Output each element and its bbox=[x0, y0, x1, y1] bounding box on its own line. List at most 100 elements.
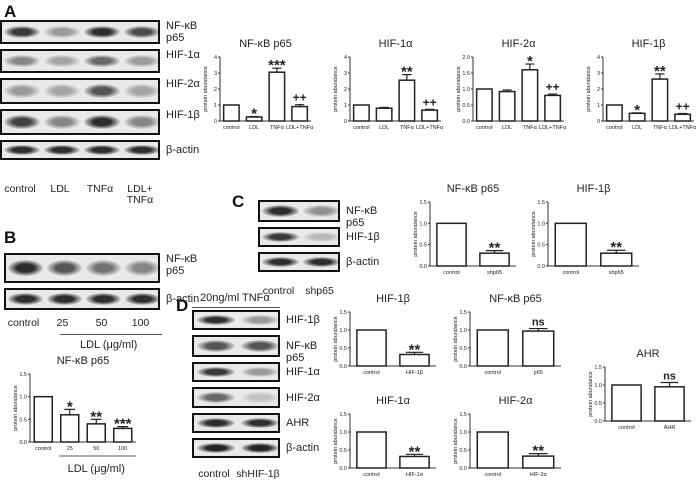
blot-row-label: NF-κB p65 bbox=[166, 253, 198, 277]
bar bbox=[291, 105, 309, 122]
y-tick-label: 1.0 bbox=[419, 221, 427, 227]
blot-band bbox=[44, 25, 80, 39]
blot-band bbox=[4, 114, 40, 130]
bar bbox=[522, 330, 555, 367]
blot-band bbox=[262, 231, 299, 243]
y-tick-label: 1.5 bbox=[459, 412, 467, 418]
bar bbox=[611, 384, 642, 422]
x-tick-label: shp65 bbox=[609, 270, 624, 276]
y-tick-label: 0.0 bbox=[419, 264, 427, 270]
chart-title: NF-κB p65 bbox=[447, 183, 500, 195]
y-tick-label: 0.5 bbox=[339, 448, 347, 454]
significance-label: ++ bbox=[423, 95, 437, 109]
blot-band bbox=[84, 54, 120, 68]
lane-label: TNFα bbox=[86, 183, 114, 195]
blot-band bbox=[240, 366, 278, 378]
x-tick-label: LDL+TNFα bbox=[416, 125, 444, 131]
chart-title: NF-κB p65 bbox=[489, 293, 542, 305]
lane-label: 100 bbox=[131, 317, 150, 329]
blot-band bbox=[196, 340, 236, 352]
y-tick-label: 0.0 bbox=[462, 119, 470, 125]
significance-label: ** bbox=[489, 240, 501, 257]
y-tick-label: 1.5 bbox=[459, 310, 467, 316]
blot-band bbox=[196, 442, 236, 454]
x-tick-label: LDL+TNFα bbox=[286, 125, 314, 131]
panel-label-a: A bbox=[4, 2, 17, 21]
bar bbox=[544, 94, 562, 122]
blot-row-hif-2α bbox=[192, 387, 280, 408]
y-tick-label: 4 bbox=[597, 55, 600, 61]
x-tick-label: p65 bbox=[534, 370, 543, 376]
bar bbox=[475, 88, 493, 122]
y-tick-label: 0.0 bbox=[339, 466, 347, 472]
significance-label: ++ bbox=[676, 99, 690, 113]
blot-band bbox=[240, 314, 278, 326]
y-tick-label: 0.0 bbox=[459, 466, 467, 472]
blot-band bbox=[303, 231, 338, 243]
blot-band bbox=[303, 205, 338, 217]
bar bbox=[356, 431, 387, 469]
bar bbox=[352, 104, 370, 122]
blot-band bbox=[4, 83, 40, 99]
blot-row-label: HIF-2α bbox=[166, 78, 200, 90]
y-tick-label: 1.0 bbox=[339, 430, 347, 436]
x-tick-label: control bbox=[606, 125, 623, 131]
lane-label: 50 bbox=[95, 317, 108, 329]
blot-band bbox=[240, 442, 278, 454]
y-tick-label: 1.5 bbox=[419, 200, 427, 206]
lane-label: control bbox=[262, 285, 295, 297]
y-tick-label: 3 bbox=[597, 71, 600, 77]
blot-band bbox=[84, 83, 120, 99]
y-tick-label: 1.5 bbox=[537, 200, 545, 206]
blot-band bbox=[124, 83, 158, 99]
x-tick-label: TNFα bbox=[523, 125, 538, 131]
significance-label: * bbox=[67, 398, 73, 415]
x-tick-label: control bbox=[223, 125, 240, 131]
x-tick-label: control bbox=[484, 370, 501, 376]
y-tick-label: 1.5 bbox=[19, 372, 27, 378]
blot-band bbox=[8, 259, 43, 277]
blot-row-label: NF-κB p65 bbox=[346, 205, 378, 229]
significance-label: * bbox=[634, 102, 640, 119]
y-tick-label: 2.0 bbox=[462, 55, 470, 61]
y-tick-label: 2 bbox=[214, 87, 217, 93]
blot-band bbox=[84, 25, 120, 39]
significance-label: ** bbox=[401, 64, 413, 81]
bar bbox=[86, 423, 107, 443]
lane-labels: control LDL TNFα LDL+ TNFα bbox=[0, 184, 160, 206]
y-tick-label: 3 bbox=[344, 71, 347, 77]
blot-row-β-actin bbox=[258, 252, 340, 272]
blot-band bbox=[84, 144, 120, 156]
blot-band bbox=[125, 293, 158, 305]
y-tick-label: 1.0 bbox=[19, 395, 27, 401]
significance-label: ** bbox=[532, 443, 544, 460]
x-tick-label: HIF-1α bbox=[406, 472, 424, 478]
blot-band bbox=[125, 259, 158, 277]
x-tick-label: TNFα bbox=[400, 125, 415, 131]
y-tick-label: 0.5 bbox=[459, 448, 467, 454]
bar bbox=[498, 90, 516, 122]
y-axis-label: protein abundance bbox=[333, 66, 339, 112]
y-tick-label: 1.0 bbox=[459, 328, 467, 334]
lane-label: shHIF-1β bbox=[236, 468, 280, 480]
blot-row-label: β-actin bbox=[346, 256, 380, 268]
lane-label: LDL bbox=[50, 183, 70, 195]
x-tick-label: control bbox=[484, 472, 501, 478]
blot-band bbox=[196, 392, 236, 403]
bar bbox=[674, 113, 692, 122]
y-tick-label: 0.0 bbox=[459, 364, 467, 370]
lane-labels: control shp65 bbox=[258, 286, 340, 297]
bar bbox=[59, 414, 80, 443]
blot-row-hif-1β bbox=[0, 109, 160, 135]
panel-label-b: B bbox=[4, 228, 17, 247]
bar bbox=[605, 104, 623, 122]
y-tick-label: 0.0 bbox=[537, 264, 545, 270]
significance-label: * bbox=[251, 106, 257, 123]
y-tick-label: 1 bbox=[344, 103, 347, 109]
blot-band bbox=[44, 83, 80, 99]
bar bbox=[654, 386, 685, 422]
